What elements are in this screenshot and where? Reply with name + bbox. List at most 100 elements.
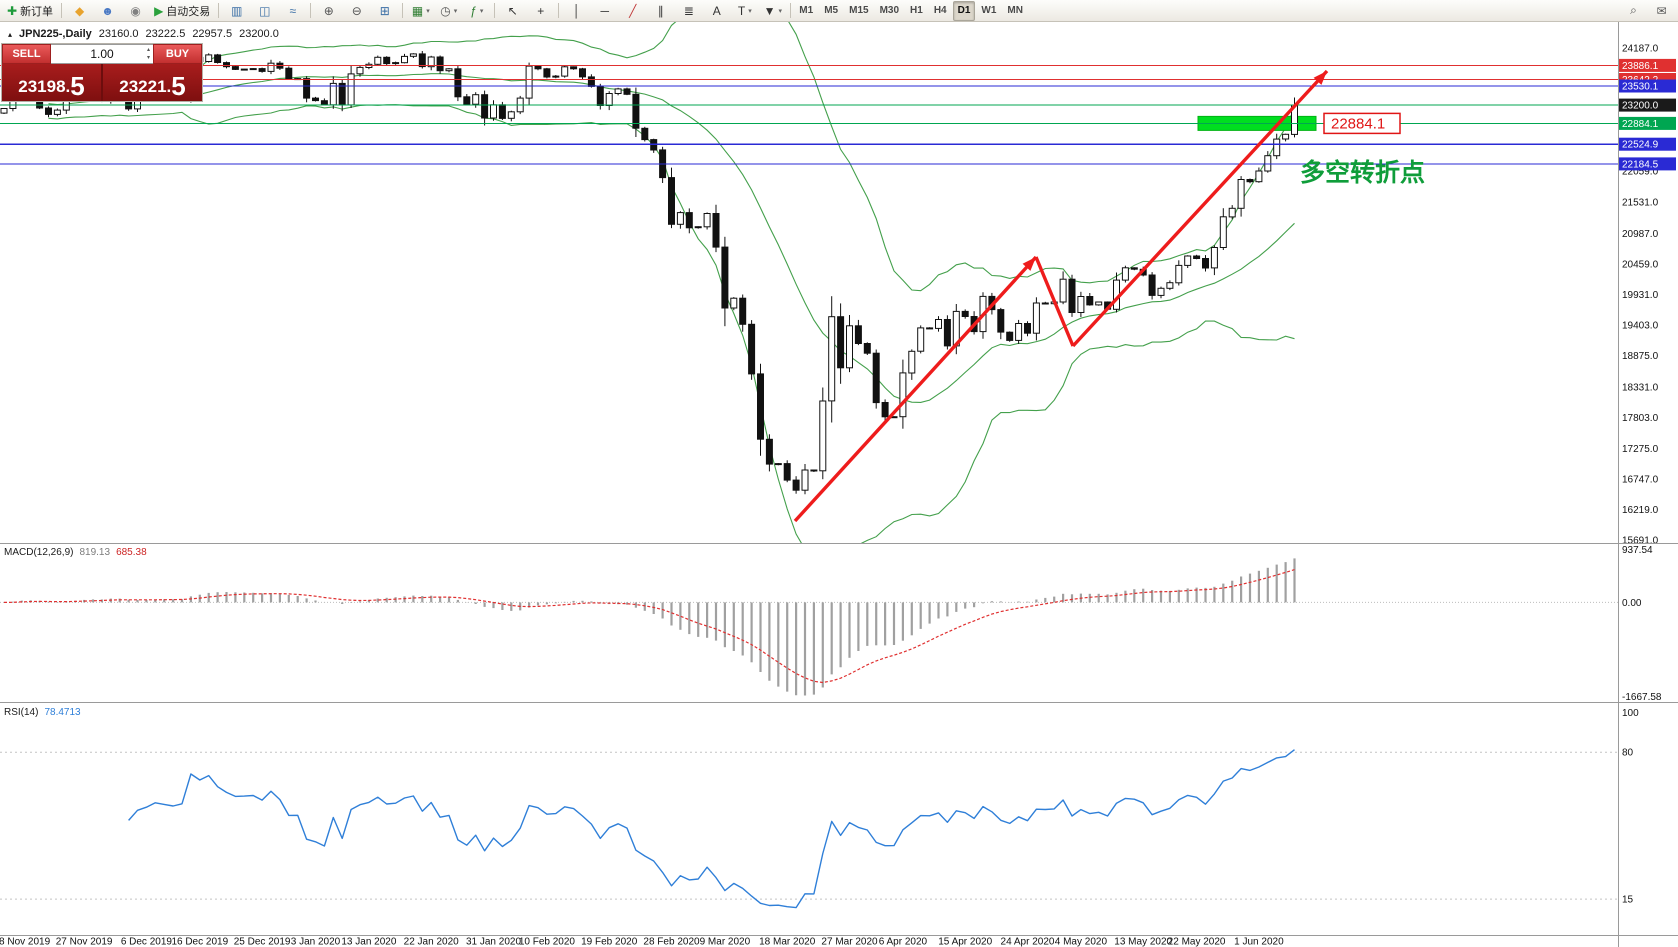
rsi-indicator: 100 80 15: [0, 708, 1639, 909]
arrows-icon[interactable]: ▼ ▾: [759, 0, 786, 21]
news-icon[interactable]: ◉: [122, 0, 149, 21]
timeframe-h4[interactable]: H4: [933, 4, 947, 16]
candlestick-series: [0, 50, 1298, 495]
date-label: 28 Feb 2020: [643, 937, 700, 947]
price-axis-label: 16219.0: [1622, 505, 1659, 516]
indicators-icon[interactable]: ƒ ▾: [463, 0, 490, 21]
macd-signal-value: 685.38: [116, 547, 147, 558]
autotrading-button[interactable]: ▶ 自动交易: [150, 0, 214, 21]
price-tag-text: 23886.1: [1622, 61, 1659, 72]
chevron-down-icon: ▾: [426, 7, 430, 15]
timeframe-m1[interactable]: M1: [799, 4, 814, 16]
spin-up-icon[interactable]: ▴: [146, 47, 150, 53]
ohlc-high: 23222.5: [145, 28, 186, 40]
timeframe-d1[interactable]: D1: [952, 0, 976, 21]
date-label: 22 May 2020: [1168, 937, 1226, 947]
timeframe-m30[interactable]: M30: [879, 4, 900, 16]
macd-indicator-label: MACD(12,26,9) 819.13 685.38: [4, 547, 147, 558]
rsi-indicator-label: RSI(14) 78.4713: [4, 707, 81, 718]
trend-arrow[interactable]: [793, 255, 1038, 523]
autotrading-button-label: 自动交易: [166, 5, 211, 18]
horizontal-line-icon: ─: [600, 3, 610, 18]
rsi-name: RSI(14): [4, 707, 39, 718]
horizontal-line-icon[interactable]: ─: [591, 0, 618, 21]
macd-main-value: 819.13: [79, 547, 111, 558]
price-tag: [1619, 116, 1676, 130]
timeframe-m15[interactable]: M15: [849, 4, 869, 16]
bar-chart-icon: ▥: [231, 3, 243, 18]
search-icon[interactable]: ⌕: [1620, 0, 1647, 21]
buy-button[interactable]: BUY: [153, 44, 202, 64]
text-icon[interactable]: A: [703, 0, 730, 21]
profiles-icon: ◷: [440, 3, 451, 18]
ohlc-close: 23200.0: [239, 28, 279, 40]
support-chat-icon[interactable]: ☻: [94, 0, 121, 21]
toolbar-left: ✚ 新订单 ◆ ☻ ◉ ▶ 自动交易 ▥ ◫ ≈ ⊕ ⊖ ⊞ ▦ ▾ ◷ ▾ ƒ ▾ ↖ + │ ─ ╱ ∥ ≣ A T ▾ ▼ ▾: [3, 0, 794, 22]
vertical-line-icon[interactable]: │: [563, 0, 590, 21]
support-chat-icon: ☻: [101, 3, 114, 18]
label-icon[interactable]: T ▾: [731, 0, 758, 21]
search-icon: ⌕: [1630, 3, 1637, 17]
macd-signal-line: [3, 569, 1295, 684]
sell-price-display[interactable]: 23198. 5: [2, 64, 101, 101]
sell-button[interactable]: SELL: [2, 44, 51, 64]
cursor-icon[interactable]: ↖: [499, 0, 526, 21]
price-axis-label: 21531.0: [1622, 197, 1659, 208]
toolbar-separator: [61, 3, 63, 18]
zoom-in-icon[interactable]: ⊕: [315, 0, 342, 21]
timeframe-mn[interactable]: MN: [1007, 4, 1023, 16]
one-click-trading-panel: SELL 1.00 ▴ ▾ BUY 23198. 5 23221. 5: [2, 44, 202, 101]
rsi-line: [128, 749, 1295, 909]
date-label: 25 Dec 2019: [234, 937, 291, 947]
fibonacci-icon: ≣: [683, 3, 694, 18]
trendline-icon[interactable]: ╱: [619, 0, 646, 21]
profiles-icon[interactable]: ◷ ▾: [435, 0, 462, 21]
date-label: 18 Nov 2019: [0, 937, 51, 947]
timeframe-w1[interactable]: W1: [981, 4, 997, 16]
volume-input[interactable]: 1.00 ▴ ▾: [51, 44, 153, 64]
crosshair-icon: +: [537, 3, 545, 18]
trend-arrow[interactable]: [1071, 69, 1329, 348]
vertical-line-icon: │: [573, 3, 581, 18]
crosshair-icon[interactable]: +: [527, 0, 554, 21]
spin-down-icon[interactable]: ▾: [146, 55, 150, 61]
new-order-button[interactable]: ✚ 新订单: [3, 0, 57, 21]
zoom-out-icon[interactable]: ⊖: [343, 0, 370, 21]
bar-chart-icon[interactable]: ▥: [223, 0, 250, 21]
macd-axis-label: 0.00: [1622, 598, 1642, 609]
buy-price-display[interactable]: 23221. 5: [103, 64, 202, 101]
price-axis-label: 18331.0: [1622, 383, 1659, 394]
macd-axis-label: -1667.58: [1622, 692, 1662, 703]
date-label: 6 Dec 2019: [121, 937, 173, 947]
timeframe-m5[interactable]: M5: [824, 4, 839, 16]
fibonacci-icon[interactable]: ≣: [675, 0, 702, 21]
price-axis-label: 20459.0: [1622, 259, 1659, 270]
arrow-head-icon: [1022, 257, 1036, 271]
new-chart-button[interactable]: ▦ ▾: [407, 0, 434, 21]
rsi-value: 78.4713: [44, 707, 81, 718]
price-axis[interactable]: 24187.0 22059.0 21531.0 20987.0 20459.0 19931…: [1619, 43, 1676, 547]
rsi-axis-label: 15: [1622, 895, 1634, 906]
trend-arrow[interactable]: [1034, 256, 1075, 347]
toolbar-separator: [310, 3, 312, 18]
annotation-text[interactable]: 多空转折点: [1300, 158, 1425, 187]
toolbar-separator: [790, 3, 792, 18]
timeframe-h1[interactable]: H1: [910, 4, 923, 16]
candlestick-chart-icon[interactable]: ◫: [251, 0, 278, 21]
price-axis-label: 20987.0: [1622, 229, 1659, 240]
chat-icon[interactable]: ✉: [1648, 0, 1675, 21]
line-chart-icon[interactable]: ≈: [279, 0, 306, 21]
new-order-button: ✚: [7, 3, 18, 18]
toolbar-separator: [218, 3, 220, 18]
price-axis-label: 16747.0: [1622, 474, 1659, 485]
market-icon[interactable]: ◆: [66, 0, 93, 21]
price-callout[interactable]: [1323, 112, 1401, 135]
price-tag: [1619, 58, 1676, 72]
channel-icon[interactable]: ∥: [647, 0, 674, 21]
price-axis-label: 19931.0: [1622, 290, 1659, 301]
volume-spinner[interactable]: ▴ ▾: [147, 46, 150, 62]
buy-price-main: 23221.: [119, 77, 172, 96]
tile-windows-icon[interactable]: ⊞: [371, 0, 398, 21]
